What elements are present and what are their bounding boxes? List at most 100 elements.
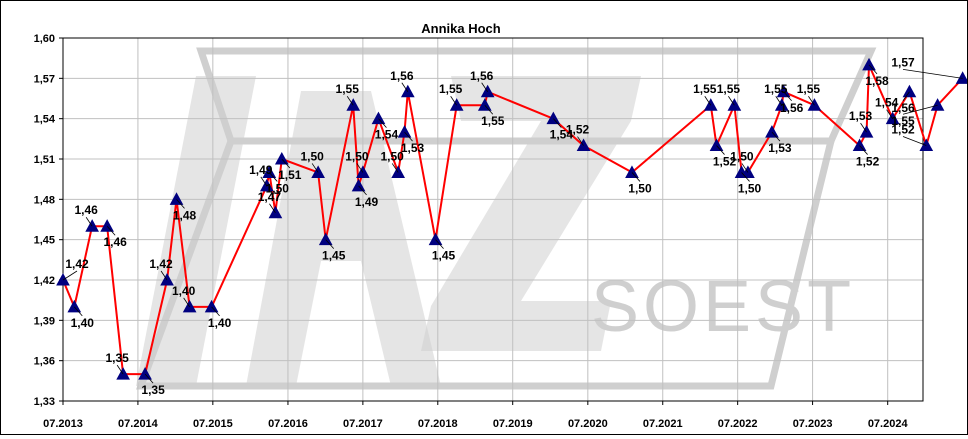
data-label-leader <box>268 172 278 182</box>
data-label-leader <box>281 158 291 169</box>
data-label: 1,55 <box>481 114 505 128</box>
data-label-leader <box>716 145 725 155</box>
data-label-leader <box>160 270 168 281</box>
x-tick-label: 07.2014 <box>118 418 159 430</box>
data-label-leader <box>391 163 399 173</box>
data-label: 1,57 <box>891 55 915 69</box>
data-label: 1,42 <box>149 257 173 271</box>
x-tick-label: 07.2015 <box>193 418 233 430</box>
data-label-leader <box>116 364 124 375</box>
data-label-leader <box>481 82 488 92</box>
data-label: 1,52 <box>891 123 915 137</box>
y-tick-label: 1,57 <box>34 73 55 85</box>
data-point-marker <box>100 219 114 232</box>
data-label-leader <box>771 131 781 142</box>
x-tick-label: 07.2023 <box>793 418 833 430</box>
data-label-leader <box>183 297 190 308</box>
data-label-leader <box>860 122 867 133</box>
data-label-leader <box>358 185 367 196</box>
data-label: 1,50 <box>300 149 324 163</box>
data-label-leader <box>404 131 413 142</box>
data-label: 1,51 <box>278 168 302 182</box>
data-label-leader <box>450 96 458 106</box>
data-labels: 1,42 1,40 1,46 1,46 1,35 1,35 1,42 1,48 1,40 1,40… <box>62 55 963 397</box>
data-point-marker <box>930 98 945 111</box>
data-point-marker <box>765 125 779 138</box>
data-point-marker <box>862 57 876 71</box>
data-label-leader <box>775 96 783 106</box>
x-tick-label: 07.2018 <box>418 418 458 430</box>
data-label-leader <box>356 163 364 173</box>
y-tick-label: 1,36 <box>34 356 55 368</box>
data-label-leader <box>106 225 116 236</box>
data-label: 1,49 <box>355 195 379 209</box>
data-label-leader <box>859 145 868 155</box>
data-label: 1,55 <box>797 82 821 96</box>
data-label-leader <box>808 96 815 106</box>
data-label: 1,35 <box>141 383 165 397</box>
data-label-leader <box>728 96 735 106</box>
y-tick-label: 1,51 <box>34 154 55 166</box>
y-tick-label: 1,45 <box>34 235 55 247</box>
data-label-leader <box>346 96 354 106</box>
data-label-leader <box>902 68 963 79</box>
data-label: 1,53 <box>849 109 873 123</box>
data-label: 1,49 <box>249 163 273 177</box>
data-label: 1,50 <box>266 181 290 195</box>
data-label: 1,42 <box>65 257 89 271</box>
x-tick-label: 07.2024 <box>868 418 909 430</box>
watermark-soest-text: SOEST <box>591 267 855 347</box>
chart-title: Annika Hoch <box>421 21 501 36</box>
data-label-leader <box>902 136 927 146</box>
data-label-leader <box>144 373 154 384</box>
data-label: 1,40 <box>71 316 95 330</box>
y-tick-label: 1,54 <box>34 114 56 126</box>
data-label-leader <box>631 172 641 182</box>
data-label: 1,45 <box>322 249 346 263</box>
data-label: 1,53 <box>768 141 792 155</box>
data-label: 1,46 <box>103 235 127 249</box>
data-label: 1,55 <box>336 82 360 96</box>
data-label-leader <box>553 118 562 128</box>
data-label: 1,50 <box>345 149 369 163</box>
data-label-leader <box>783 91 792 102</box>
data-point-marker <box>902 84 917 98</box>
data-label-leader <box>741 172 750 182</box>
data-label-leader <box>868 64 878 75</box>
data-label: 1,35 <box>105 351 129 365</box>
gridlines <box>62 37 923 402</box>
data-label-leader <box>902 104 938 115</box>
data-point-marker <box>477 98 492 111</box>
data-point-marker <box>546 111 561 125</box>
data-label-leader <box>741 163 749 173</box>
data-label: 1,48 <box>173 208 197 222</box>
data-point-marker <box>625 165 639 178</box>
data-point-marker <box>371 111 386 125</box>
plot-frame <box>62 37 924 402</box>
data-label-leader <box>577 136 584 146</box>
data-label-leader <box>435 239 444 249</box>
y-tick-label: 1,60 <box>34 33 55 45</box>
data-point-marker <box>919 138 934 152</box>
data-label-leader <box>484 104 494 115</box>
data-point-marker <box>169 192 184 205</box>
x-tick-label: 07.2022 <box>718 418 758 430</box>
data-label: 1,56 <box>780 101 804 115</box>
data-label-leader <box>85 217 93 227</box>
data-label: 1,45 <box>432 249 456 263</box>
data-label: 1,50 <box>738 181 762 195</box>
data-label: 1,52 <box>713 155 737 169</box>
data-label-leader <box>260 176 268 187</box>
x-tick-label: 07.2017 <box>343 418 383 430</box>
y-tick-label: 1,39 <box>34 315 55 327</box>
data-point-marker <box>852 138 867 152</box>
data-label: 1,56 <box>891 101 915 115</box>
data-label-leader <box>325 239 335 249</box>
data-point-marker <box>204 299 219 313</box>
y-tick-label: 1,33 <box>34 396 55 408</box>
data-label-leader <box>73 306 83 317</box>
data-label: 1,55 <box>764 82 788 96</box>
y-tick-label: 1,48 <box>34 194 55 206</box>
